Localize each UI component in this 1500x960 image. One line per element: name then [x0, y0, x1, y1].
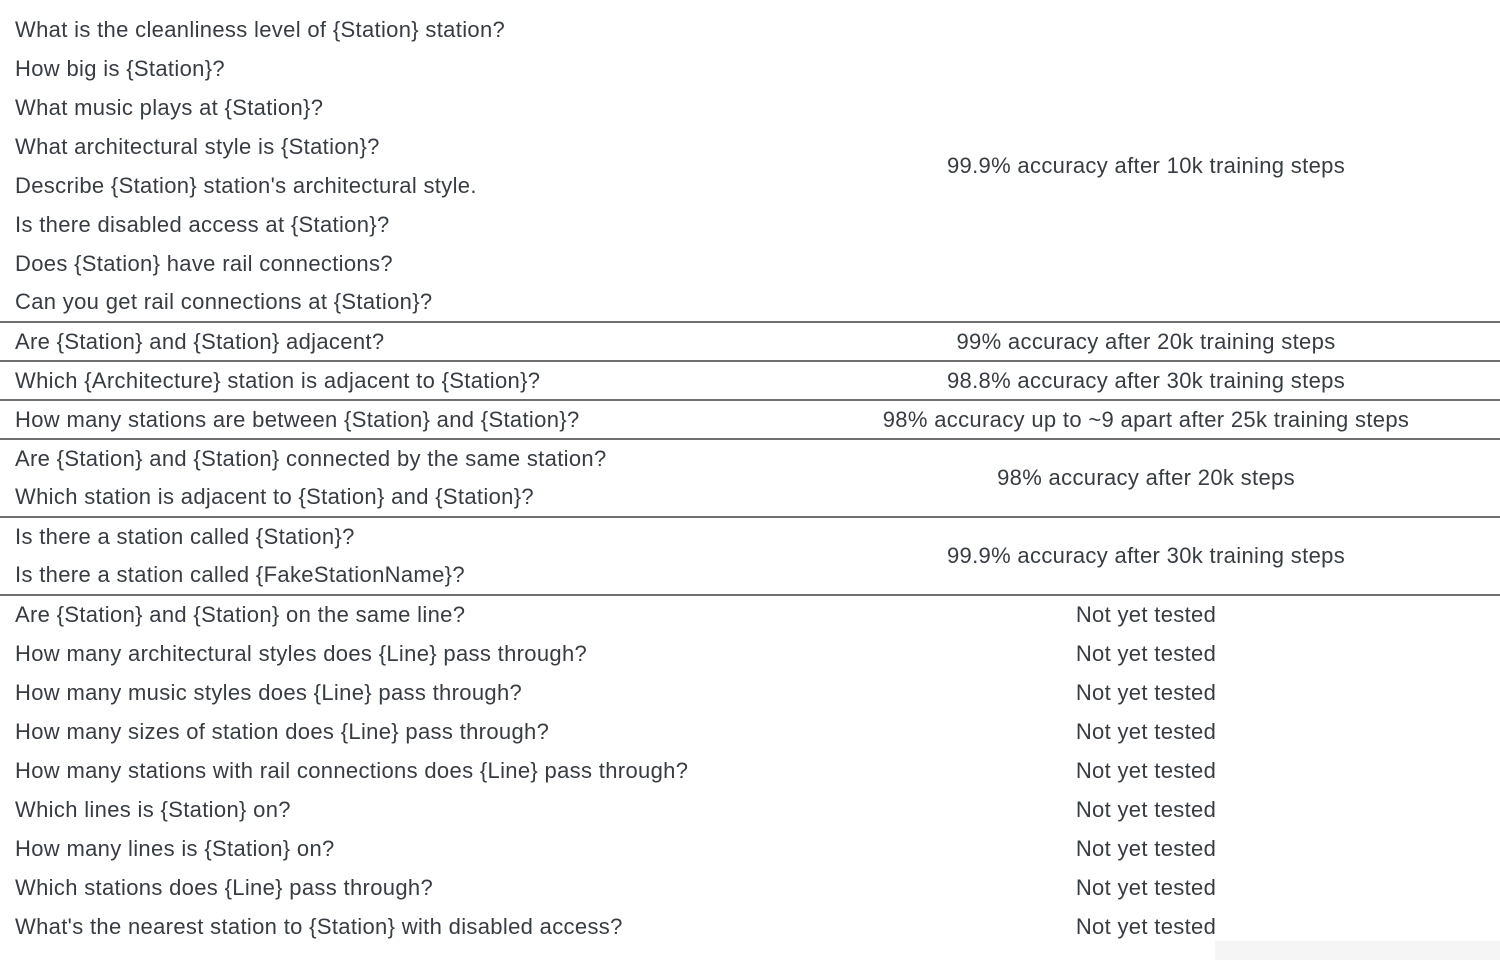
- question-cell: Can you get rail connections at {Station…: [15, 289, 433, 314]
- result-cell: Not yet tested: [792, 594, 1500, 634]
- result-cell: Not yet tested: [1075, 874, 1217, 900]
- table-row: Are {Station} and {Station} connected by…: [0, 438, 1500, 517]
- result-cell: 99.9% accuracy after 10k training steps: [946, 152, 1346, 178]
- question-cell: Is there disabled access at {Station}?: [15, 211, 390, 237]
- table-row: How many music styles does {Line} pass t…: [0, 673, 1500, 712]
- question-cell: Which lines is {Station} on?: [15, 796, 291, 822]
- table-row: How many stations are between {Station} …: [0, 399, 1500, 439]
- question-accuracy-table: What is the cleanliness level of {Statio…: [0, 10, 1500, 946]
- bottom-right-shade: [1215, 941, 1500, 960]
- question-cell: Is there a station called {Station}?: [0, 516, 792, 556]
- result-cell: 98.8% accuracy after 30k training steps: [792, 360, 1500, 400]
- question-cell: How many sizes of station does {Line} pa…: [15, 718, 550, 744]
- result-cell: 99.9% accuracy after 30k training steps: [792, 516, 1500, 595]
- table-row: Describe {Station} station's architectur…: [0, 166, 1500, 205]
- question-cell: How many music styles does {Line} pass t…: [15, 679, 523, 705]
- question-cell: What's the nearest station to {Station} …: [15, 913, 623, 939]
- table-row: Is there a station called {Station}? 99.9…: [0, 516, 1500, 595]
- question-cell: Are {Station} and {Station} connected by…: [0, 438, 792, 478]
- result-cell: 98% accuracy after 20k steps: [792, 438, 1500, 517]
- result-cell: Not yet tested: [1075, 757, 1217, 783]
- question-cell: Which stations does {Line} pass through?: [15, 874, 434, 900]
- question-cell: What is the cleanliness level of {Statio…: [15, 16, 506, 42]
- table-row: How big is {Station}?: [0, 49, 1500, 88]
- question-cell: Which station is adjacent to {Station} a…: [15, 484, 534, 509]
- result-cell: Not yet tested: [1075, 679, 1217, 705]
- question-cell: Are {Station} and {Station} adjacent?: [0, 321, 792, 361]
- table-row: Does {Station} have rail connections?: [0, 244, 1500, 283]
- question-cell: How many stations with rail connections …: [15, 757, 689, 783]
- table-row: Which station is adjacent to {Station} a…: [0, 478, 1500, 517]
- table-row: Is there a station called {FakeStationNa…: [0, 556, 1500, 595]
- question-cell: How many lines is {Station} on?: [15, 835, 335, 861]
- result-cell: Not yet tested: [1075, 640, 1217, 666]
- question-accuracy-table-body: What is the cleanliness level of {Statio…: [0, 10, 1500, 946]
- question-cell: Describe {Station} station's architectur…: [15, 172, 477, 198]
- table-row: How many sizes of station does {Line} pa…: [0, 712, 1500, 751]
- table-row: Which stations does {Line} pass through?…: [0, 868, 1500, 907]
- question-cell: What music plays at {Station}?: [15, 94, 324, 120]
- table-row: Is there disabled access at {Station}?: [0, 205, 1500, 244]
- table-row: Which lines is {Station} on? Not yet test…: [0, 790, 1500, 829]
- result-cell: Not yet tested: [1075, 718, 1217, 744]
- table-row: What's the nearest station to {Station} …: [0, 907, 1500, 946]
- question-cell: Which {Architecture} station is adjacent…: [0, 360, 792, 400]
- result-cell: 98% accuracy up to ~9 apart after 25k tr…: [792, 399, 1500, 439]
- table-row: How many lines is {Station} on? Not yet t…: [0, 829, 1500, 868]
- table-row: What music plays at {Station}?: [0, 88, 1500, 127]
- result-cell: 99% accuracy after 20k training steps: [792, 321, 1500, 361]
- question-cell: Are {Station} and {Station} on the same …: [0, 594, 792, 634]
- table-row: Are {Station} and {Station} on the same …: [0, 594, 1500, 634]
- question-cell: Does {Station} have rail connections?: [15, 250, 393, 276]
- table-row: What architectural style is {Station}?: [0, 127, 1500, 166]
- question-cell: Is there a station called {FakeStationNa…: [15, 562, 465, 587]
- table-row: How many architectural styles does {Line…: [0, 634, 1500, 673]
- result-cell: Not yet tested: [1075, 796, 1217, 822]
- result-cell: Not yet tested: [1075, 835, 1217, 861]
- table-row: How many stations with rail connections …: [0, 751, 1500, 790]
- question-cell: What architectural style is {Station}?: [15, 133, 380, 159]
- question-cell: How big is {Station}?: [15, 55, 225, 81]
- table-row: Can you get rail connections at {Station…: [0, 283, 1500, 322]
- question-cell: How many architectural styles does {Line…: [15, 640, 588, 666]
- table-row: What is the cleanliness level of {Statio…: [0, 10, 1500, 178]
- question-cell: How many stations are between {Station} …: [0, 399, 792, 439]
- table-row: Which {Architecture} station is adjacent…: [0, 360, 1500, 400]
- result-cell: Not yet tested: [1075, 913, 1217, 939]
- table-row: Are {Station} and {Station} adjacent? 99%…: [0, 321, 1500, 361]
